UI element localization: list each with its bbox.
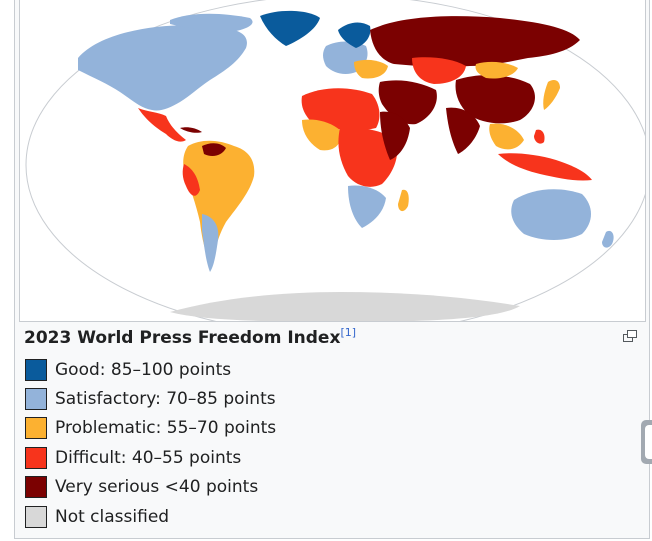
world-press-freedom-map[interactable] bbox=[20, 0, 646, 322]
region-venezuela bbox=[202, 143, 226, 156]
legend-item-not-classified: Not classified bbox=[25, 502, 276, 531]
region-central-africa bbox=[338, 127, 398, 187]
region-central-asia bbox=[412, 57, 466, 84]
infobox-caption: 2023 World Press Freedom Index[1] bbox=[24, 326, 357, 348]
world-map-frame[interactable] bbox=[19, 0, 646, 322]
map-legend: Good: 85–100 points Satisfactory: 70–85 … bbox=[25, 355, 276, 531]
region-cuba bbox=[180, 127, 202, 133]
region-south-america bbox=[183, 140, 255, 266]
region-antarctica bbox=[170, 292, 520, 321]
region-new-zealand bbox=[602, 230, 614, 248]
region-canadian-arctic bbox=[170, 13, 253, 33]
region-southeast-asia bbox=[489, 123, 524, 150]
region-west-africa bbox=[302, 119, 342, 151]
region-indonesia bbox=[498, 153, 592, 181]
scroll-handle[interactable] bbox=[641, 420, 652, 464]
reference-link[interactable]: [1] bbox=[340, 326, 357, 339]
enlarge-icon[interactable] bbox=[623, 330, 637, 342]
region-north-america bbox=[78, 25, 247, 111]
region-greenland bbox=[260, 10, 320, 47]
legend-swatch-very-serious bbox=[25, 476, 47, 499]
region-australia bbox=[511, 189, 591, 240]
legend-swatch-problematic bbox=[25, 417, 47, 440]
region-scandinavia bbox=[338, 22, 371, 48]
region-india bbox=[446, 107, 480, 154]
infobox: 2023 World Press Freedom Index[1] Good: … bbox=[14, 0, 650, 539]
legend-label-not-classified: Not classified bbox=[55, 506, 170, 527]
legend-item-good: Good: 85–100 points bbox=[25, 355, 276, 384]
region-southern-africa bbox=[348, 185, 386, 228]
legend-item-problematic: Problematic: 55–70 points bbox=[25, 414, 276, 443]
legend-swatch-difficult bbox=[25, 446, 47, 469]
region-madagascar bbox=[398, 189, 409, 212]
legend-swatch-not-classified bbox=[25, 505, 47, 528]
region-north-africa bbox=[301, 88, 380, 131]
legend-label-very-serious: Very serious <40 points bbox=[55, 477, 259, 498]
legend-item-very-serious: Very serious <40 points bbox=[25, 473, 276, 502]
region-philippines bbox=[534, 129, 545, 144]
legend-swatch-satisfactory bbox=[25, 388, 47, 411]
region-china bbox=[455, 75, 535, 124]
region-mongolia bbox=[475, 61, 518, 79]
region-southern-cone bbox=[202, 214, 219, 272]
region-japan bbox=[543, 80, 560, 110]
legend-label-difficult: Difficult: 40–55 points bbox=[55, 447, 242, 468]
region-southeast-europe bbox=[354, 59, 388, 79]
region-east-africa bbox=[380, 111, 410, 160]
caption-text: 2023 World Press Freedom Index bbox=[24, 328, 341, 348]
legend-swatch-good bbox=[25, 358, 47, 381]
legend-label-satisfactory: Satisfactory: 70–85 points bbox=[55, 389, 276, 410]
legend-label-problematic: Problematic: 55–70 points bbox=[55, 418, 277, 439]
legend-item-satisfactory: Satisfactory: 70–85 points bbox=[25, 384, 276, 413]
region-andes-west bbox=[182, 164, 200, 196]
region-russia bbox=[370, 16, 580, 67]
legend-item-difficult: Difficult: 40–55 points bbox=[25, 443, 276, 472]
legend-label-good: Good: 85–100 points bbox=[55, 359, 232, 380]
region-mexico bbox=[138, 108, 186, 142]
